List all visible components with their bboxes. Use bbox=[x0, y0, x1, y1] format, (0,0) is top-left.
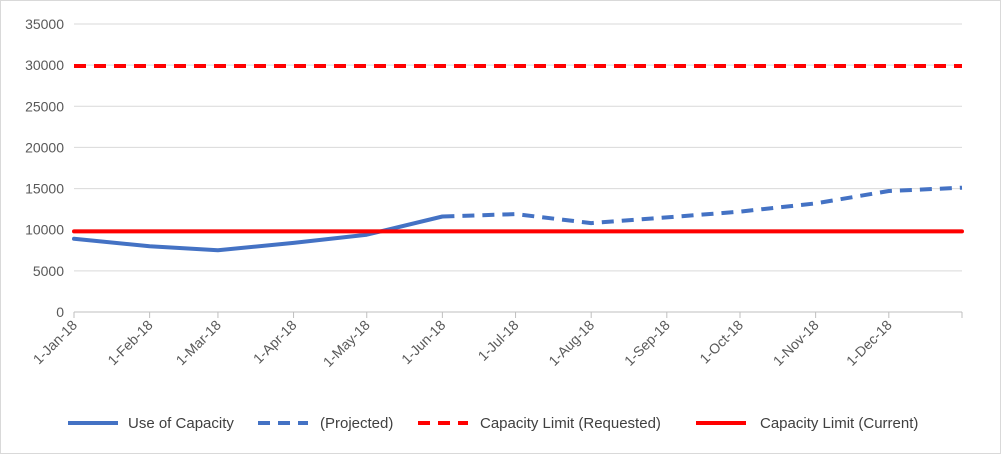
series-lines bbox=[72, 64, 964, 253]
series-line-projected bbox=[442, 185, 963, 226]
x-tick-label: 1-Jun-18 bbox=[398, 317, 449, 368]
y-axis: 0 5000 10000 15000 20000 25000 30000 35000 bbox=[25, 16, 64, 320]
x-tick-label: 1-Nov-18 bbox=[770, 317, 822, 369]
x-tick-label: 1-Sep-18 bbox=[621, 317, 673, 369]
x-axis: 1-Jan-18 1-Feb-18 1-Mar-18 1-Apr-18 1-May-18… bbox=[30, 311, 963, 370]
y-tick-label: 5000 bbox=[33, 263, 64, 279]
y-tick-label: 25000 bbox=[25, 98, 64, 114]
x-tick-label: 1-Feb-18 bbox=[104, 317, 156, 369]
legend-label-capacity-limit-requested: Capacity Limit (Requested) bbox=[480, 415, 661, 432]
y-tick-label: 20000 bbox=[25, 139, 64, 155]
gridlines bbox=[74, 23, 962, 272]
legend-label-projected: (Projected) bbox=[320, 415, 393, 432]
legend-label-use-of-capacity: Use of Capacity bbox=[128, 415, 234, 432]
x-tick-label: 1-Aug-18 bbox=[545, 317, 597, 369]
x-tick-label: 1-Mar-18 bbox=[173, 317, 225, 369]
x-tick-label: 1-Jan-18 bbox=[30, 317, 81, 368]
y-tick-label: 0 bbox=[56, 304, 64, 320]
y-tick-label: 15000 bbox=[25, 181, 64, 197]
x-tick-label: 1-Oct-18 bbox=[696, 317, 746, 367]
x-tick-label: 1-Dec-18 bbox=[843, 317, 895, 369]
y-tick-label: 10000 bbox=[25, 222, 64, 238]
x-tick-label: 1-May-18 bbox=[320, 317, 373, 370]
legend-label-capacity-limit-current: Capacity Limit (Current) bbox=[760, 415, 918, 432]
x-tick-label: 1-Jul-18 bbox=[475, 317, 522, 364]
y-tick-label: 30000 bbox=[25, 57, 64, 73]
x-tick-label: 1-Apr-18 bbox=[250, 317, 300, 367]
legend: Use of Capacity (Projected) Capacity Limit… bbox=[68, 415, 918, 432]
y-tick-label: 35000 bbox=[25, 16, 64, 32]
